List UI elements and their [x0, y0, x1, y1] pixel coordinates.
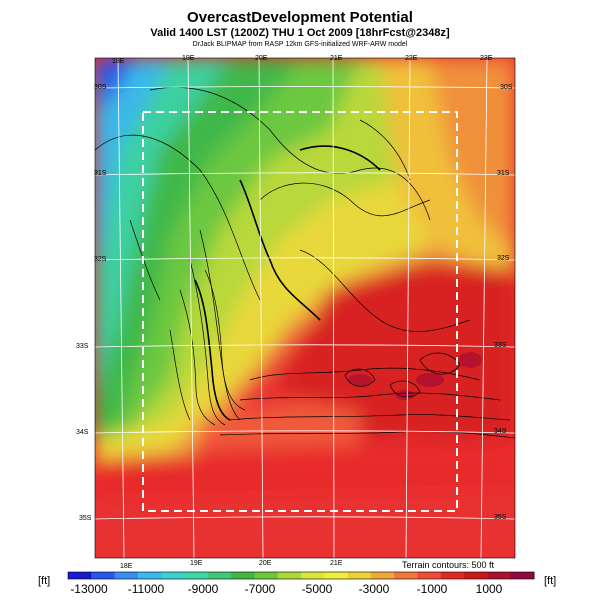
- lat-label-right: 35S: [494, 514, 507, 521]
- colorbar-tick-label: -13000: [70, 582, 108, 596]
- colorbar-swatch: [91, 572, 116, 579]
- colorbar-tick-label: -11000: [127, 582, 165, 596]
- lat-label-left: 34S: [76, 429, 89, 436]
- lon-label-top: 21E: [330, 55, 343, 62]
- lat-label-left: 35S: [79, 515, 92, 522]
- lat-label-right: 30S: [500, 84, 513, 91]
- terrain-contour-note: Terrain contours: 500 ft: [402, 560, 495, 570]
- lat-label-right: 31S: [497, 170, 510, 177]
- colorbar-swatch: [301, 572, 325, 579]
- lon-label-top: 22E: [405, 55, 418, 62]
- colorbar-swatch: [184, 572, 209, 579]
- colorbar-swatch: [487, 572, 512, 579]
- colorbar-tick-label: -3000: [358, 582, 390, 596]
- colorbar-swatch: [254, 572, 279, 579]
- colorbar-swatch: [324, 572, 349, 579]
- lon-label-top: 18E: [112, 58, 125, 65]
- lon-label-top: 20E: [255, 55, 268, 62]
- colorbar-swatch: [370, 572, 395, 579]
- lat-label-left: 32S: [94, 256, 107, 263]
- lon-label-bottom: 21E: [330, 560, 343, 567]
- lat-label-right: 34S: [494, 428, 507, 435]
- colorbar-border: [67, 571, 535, 580]
- colorbar-swatch: [231, 572, 255, 579]
- map-source: DrJack BLIPMAP from RASP 12km GFS-initia…: [192, 41, 408, 48]
- lat-lon-grid: [95, 58, 515, 558]
- lat-label-right: 32S: [497, 255, 510, 262]
- inner-domain-box: [142, 111, 458, 512]
- colorbar-swatch: [394, 572, 418, 579]
- colorbar-swatch: [417, 572, 442, 579]
- lon-label-top: 19E: [182, 55, 195, 62]
- colorbar-tick-label: -5000: [301, 582, 333, 596]
- colorbar-swatch: [114, 572, 139, 579]
- colorbar-swatch: [440, 572, 465, 579]
- colorbar-swatch: [207, 572, 232, 579]
- colorbar-tick-label: -9000: [187, 582, 219, 596]
- map-title: OvercastDevelopment Potential: [187, 9, 413, 26]
- colorbar-tick-label: -7000: [244, 582, 276, 596]
- lat-label-left: 33S: [76, 343, 89, 350]
- colorbar-swatch: [510, 572, 535, 579]
- map-subtitle: Valid 1400 LST (1200Z) THU 1 Oct 2009 [1…: [150, 27, 450, 39]
- colorbar-swatch: [161, 572, 185, 579]
- colorbar-swatch: [137, 572, 162, 579]
- colorbar-swatch: [68, 572, 92, 579]
- overcast-field: [95, 58, 515, 558]
- colorbar-unit-right: [ft]: [544, 575, 557, 587]
- terrain-contours: [95, 87, 515, 439]
- lat-label-left: 30S: [94, 84, 107, 91]
- lat-label-left: 31S: [94, 170, 107, 177]
- colorbar-swatch: [277, 572, 302, 579]
- colorbar: [67, 571, 535, 580]
- colorbar-swatch: [464, 572, 488, 579]
- map-border: [94, 57, 516, 559]
- lon-label-bottom: 19E: [190, 560, 203, 567]
- colorbar-swatch: [347, 572, 372, 579]
- colorbar-tick-label: 1000: [475, 582, 503, 596]
- colorbar-unit-left: [ft]: [38, 575, 51, 587]
- lat-label-right: 33S: [494, 342, 507, 349]
- colorbar-tick-label: -1000: [416, 582, 448, 596]
- lon-label-bottom: 20E: [259, 560, 272, 567]
- lon-label-bottom: 18E: [120, 563, 133, 570]
- lon-label-top: 23E: [480, 55, 493, 62]
